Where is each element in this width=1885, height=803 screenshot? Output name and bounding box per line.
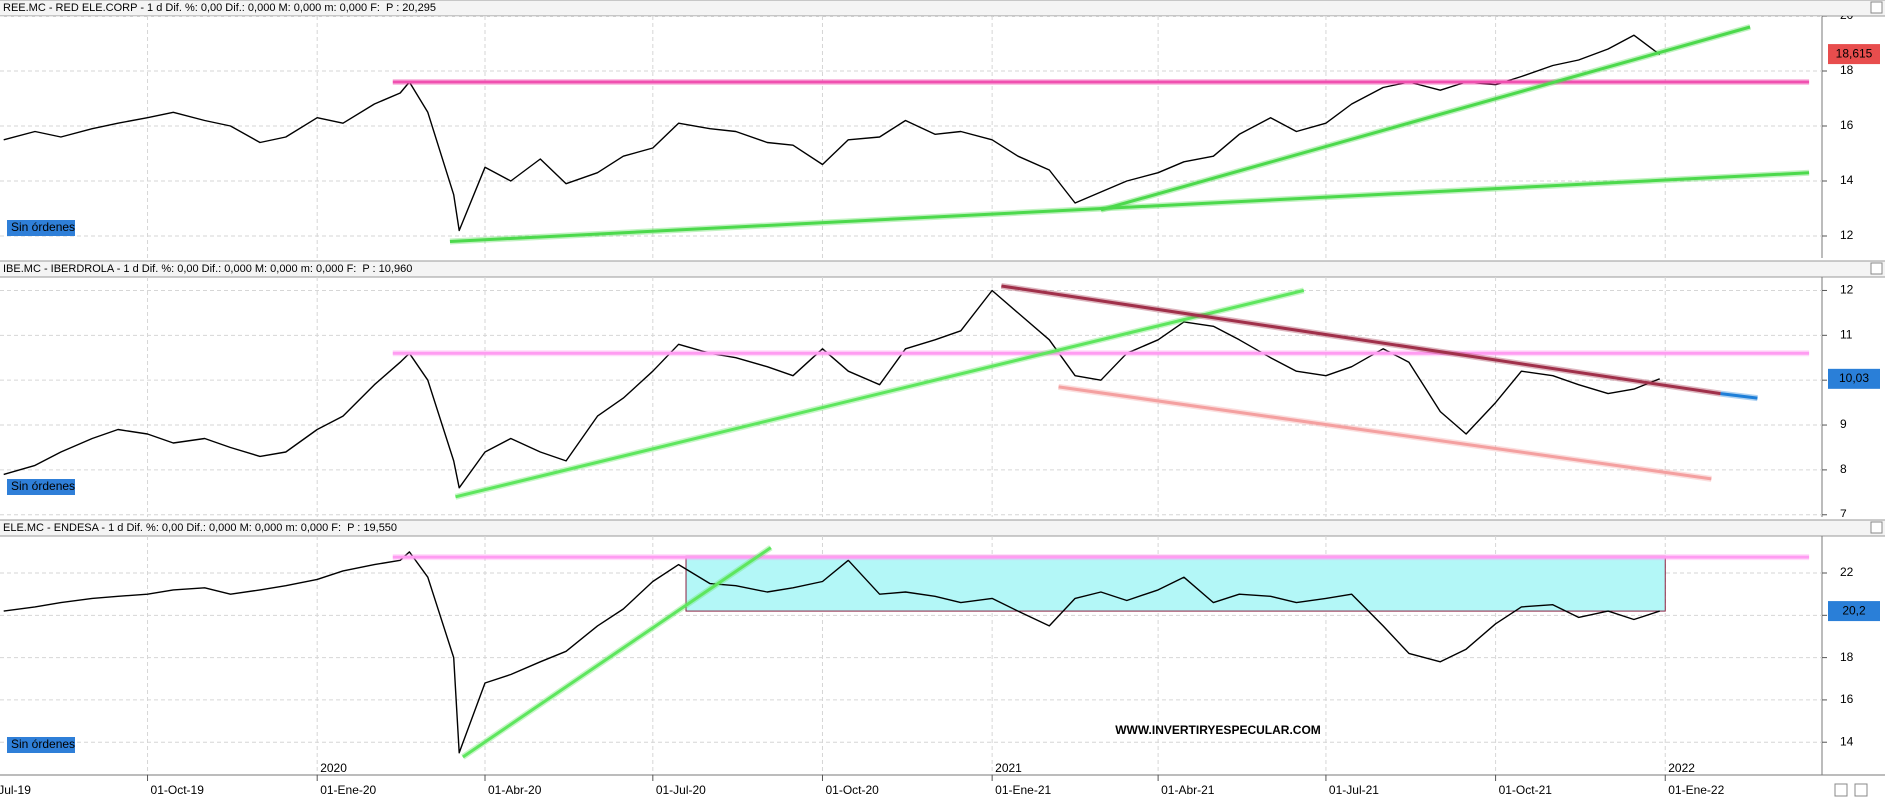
corner-button[interactable] bbox=[1854, 783, 1868, 797]
orders-label: Sin órdenes bbox=[11, 479, 75, 493]
year-label: 2021 bbox=[995, 761, 1022, 775]
y-tick-label: 12 bbox=[1840, 228, 1854, 242]
x-tick-label: 01-Jul-20 bbox=[656, 783, 706, 797]
last-price-box bbox=[1828, 44, 1880, 65]
x-tick-label: 01-Jul-19 bbox=[0, 783, 31, 797]
x-tick-label: 01-Ene-22 bbox=[1668, 783, 1724, 797]
panel-header bbox=[0, 0, 1885, 16]
y-tick-label: 18 bbox=[1840, 650, 1854, 664]
trend-line bbox=[1001, 284, 1721, 396]
x-tick-label: 01-Oct-21 bbox=[1499, 783, 1553, 797]
panel-title: REE.MC - RED ELE.CORP - 1 d Dif. %: 0,00… bbox=[3, 2, 380, 14]
y-tick-label: 22 bbox=[1840, 565, 1854, 579]
trend-line bbox=[1100, 25, 1751, 212]
header-button[interactable] bbox=[1870, 521, 1883, 534]
last-price-box bbox=[1828, 601, 1880, 622]
trend-line bbox=[455, 289, 1305, 499]
corner-button[interactable] bbox=[1834, 783, 1848, 797]
y-tick-label: 20 bbox=[1840, 8, 1854, 22]
price-line bbox=[3, 34, 1661, 232]
last-price-label: 20,2 bbox=[1842, 603, 1866, 617]
price-line bbox=[3, 551, 1660, 754]
panel: 12 14 16 18 20 18,615 Sin órdenes bbox=[0, 8, 1880, 258]
panel: 14 16 18 2022 20,2 WWW.INVERTIRYESPECULAR.COM… bbox=[0, 536, 1880, 775]
year-label: 2020 bbox=[320, 761, 347, 775]
panel-title: IBE.MC - IBERDROLA - 1 d Dif. %: 0,00 Di… bbox=[3, 263, 356, 275]
watermark: WWW.INVERTIRYESPECULAR.COM bbox=[1115, 723, 1321, 737]
y-tick-label: 18 bbox=[1840, 63, 1854, 77]
trend-line bbox=[462, 546, 772, 759]
y-tick-label: 16 bbox=[1840, 118, 1854, 132]
trend-line bbox=[1720, 392, 1758, 400]
range-box bbox=[685, 555, 1666, 612]
orders-label: Sin órdenes bbox=[11, 220, 75, 234]
x-tick-label: 01-Ene-20 bbox=[320, 783, 376, 797]
y-tick-label: 9 bbox=[1840, 417, 1847, 431]
trend-line bbox=[1058, 385, 1712, 481]
last-price-label: 10,03 bbox=[1839, 371, 1869, 385]
y-tick-label: 16 bbox=[1840, 692, 1854, 706]
x-tick-label: 01-Oct-19 bbox=[151, 783, 205, 797]
trend-line bbox=[449, 171, 1810, 243]
price-label: P : 20,295 bbox=[386, 2, 436, 14]
price-label: P : 10,960 bbox=[362, 263, 412, 275]
panel-header bbox=[0, 261, 1885, 277]
x-tick-label: 01-Jul-21 bbox=[1329, 783, 1379, 797]
x-tick-label: 01-Abr-21 bbox=[1161, 783, 1215, 797]
last-price-label: 18,615 bbox=[1836, 46, 1873, 60]
panel-header bbox=[0, 520, 1885, 536]
panel-title: ELE.MC - ENDESA - 1 d Dif. %: 0,00 Dif.:… bbox=[3, 522, 341, 534]
x-tick-label: 01-Ene-21 bbox=[995, 783, 1051, 797]
x-tick-label: 01-Oct-20 bbox=[825, 783, 879, 797]
y-tick-label: 14 bbox=[1840, 734, 1854, 748]
x-tick-label: 01-Abr-20 bbox=[488, 783, 542, 797]
header-button[interactable] bbox=[1870, 1, 1883, 14]
y-tick-label: 14 bbox=[1840, 173, 1854, 187]
orders-badge bbox=[7, 737, 75, 753]
year-label: 2022 bbox=[1668, 761, 1695, 775]
price-label: P : 19,550 bbox=[347, 522, 397, 534]
y-tick-label: 8 bbox=[1840, 462, 1847, 476]
orders-badge bbox=[7, 479, 75, 495]
y-tick-label: 12 bbox=[1840, 283, 1854, 297]
y-tick-label: 7 bbox=[1840, 507, 1847, 521]
header-button[interactable] bbox=[1870, 262, 1883, 275]
orders-label: Sin órdenes bbox=[11, 737, 75, 751]
orders-badge bbox=[7, 220, 75, 236]
y-tick-label: 11 bbox=[1840, 327, 1853, 341]
last-price-box bbox=[1828, 368, 1880, 389]
